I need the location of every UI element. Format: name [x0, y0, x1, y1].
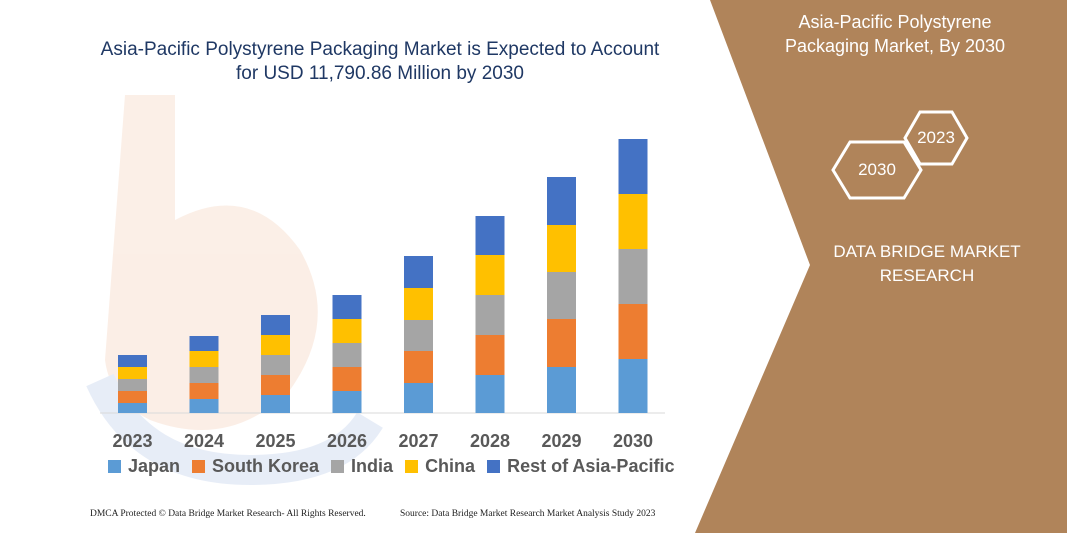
- bar-2028-south-korea: [475, 335, 505, 375]
- x-tick-label-2028: 2028: [470, 431, 510, 451]
- bar-2024-japan: [189, 399, 219, 413]
- hex-label-start: 2023: [917, 128, 955, 147]
- bar-2025-south-korea: [261, 375, 290, 395]
- chart-title: Asia-Pacific Polystyrene Packaging Marke…: [60, 38, 700, 86]
- bar-2028-china: [475, 255, 505, 295]
- bar-2025-japan: [261, 395, 290, 413]
- bar-2023-japan: [118, 403, 147, 413]
- legend-label-china: China: [425, 456, 476, 476]
- watermark-logo: [86, 95, 383, 486]
- legend-item-rest-of-asia-pacific: Rest of Asia-Pacific: [487, 456, 674, 477]
- bar-2024-india: [189, 367, 219, 383]
- x-tick-labels: 2023 2024 2025 2026 2027 2028 2029 2030: [112, 431, 653, 451]
- bar-2026-india: [332, 343, 362, 367]
- side-panel-title-line2: Packaging Market, By 2030: [784, 36, 1006, 56]
- bar-2024-china: [189, 351, 219, 367]
- footer-copyright: DMCA Protected © Data Bridge Market Rese…: [90, 509, 366, 519]
- side-panel-title-line1: Asia-Pacific Polystyrene: [798, 12, 992, 32]
- legend-label-rest-of-asia-pacific: Rest of Asia-Pacific: [507, 456, 675, 476]
- x-tick-label-2029: 2029: [541, 431, 581, 451]
- chart-legend: Japan South Korea India China Rest of Asia-P…: [108, 456, 686, 477]
- bar-2027-india: [404, 320, 433, 351]
- legend-swatch-south-korea: [192, 460, 206, 473]
- bar-2030-rest-of-asia-pacific: [618, 139, 648, 194]
- legend-swatch-rest-of-asia-pacific: [487, 460, 501, 473]
- bar-2030-china: [618, 194, 648, 249]
- bar-2023-south-korea: [118, 391, 147, 403]
- bar-2024-south-korea: [189, 383, 219, 399]
- x-tick-label-2023: 2023: [112, 431, 152, 451]
- legend-item-japan: Japan: [108, 456, 180, 477]
- bar-2024-rest-of-asia-pacific: [189, 336, 219, 351]
- x-tick-label-2030: 2030: [613, 431, 653, 451]
- side-panel-bg: [695, 0, 1067, 533]
- chart-title-line2: for USD 11,790.86 Million by 2030: [236, 63, 524, 84]
- hexagon-2030: [831, 140, 923, 200]
- bar-2028-india: [475, 295, 505, 335]
- bar-2029-japan: [547, 367, 576, 413]
- legend-item-south-korea: South Korea: [192, 456, 319, 477]
- bar-2029-india: [547, 272, 576, 319]
- bar-2029-rest-of-asia-pacific: [547, 177, 576, 225]
- bar-2030-japan: [618, 359, 648, 413]
- bar-2025-china: [261, 335, 290, 355]
- bar-2028-rest-of-asia-pacific: [475, 216, 505, 255]
- bar-2025-india: [261, 355, 290, 375]
- legend-label-india: India: [351, 456, 394, 476]
- side-panel-title: Asia-Pacific Polystyrene Packaging Marke…: [745, 10, 1045, 58]
- brand-line2: RESEARCH: [879, 266, 975, 285]
- legend-swatch-china: [405, 460, 419, 473]
- bar-2027-japan: [404, 383, 433, 413]
- hexagon-2023: [903, 110, 969, 166]
- x-tick-label-2026: 2026: [327, 431, 367, 451]
- bar-2027-rest-of-asia-pacific: [404, 256, 433, 288]
- bar-2027-south-korea: [404, 351, 433, 383]
- bar-2026-south-korea: [332, 367, 362, 391]
- bar-2030-india: [618, 249, 648, 304]
- hex-label-end: 2030: [858, 160, 896, 179]
- chart-title-line1: Asia-Pacific Polystyrene Packaging Marke…: [100, 39, 660, 60]
- bars-group: [118, 139, 648, 413]
- brand-line1: DATA BRIDGE MARKET: [833, 242, 1021, 261]
- bar-2026-japan: [332, 391, 362, 413]
- footer-source: Source: Data Bridge Market Research Mark…: [400, 509, 656, 519]
- bar-2027-china: [404, 288, 433, 320]
- bar-2028-japan: [475, 375, 505, 413]
- bar-2023-india: [118, 379, 147, 391]
- legend-item-india: India: [331, 456, 393, 477]
- brand-name: DATA BRIDGE MARKET RESEARCH: [812, 240, 1042, 288]
- x-tick-label-2025: 2025: [255, 431, 295, 451]
- bar-2029-south-korea: [547, 319, 576, 367]
- legend-swatch-japan: [108, 460, 121, 473]
- x-tick-label-2027: 2027: [398, 431, 438, 451]
- bar-2026-china: [332, 319, 362, 343]
- bar-2026-rest-of-asia-pacific: [332, 295, 362, 319]
- bar-2029-china: [547, 225, 576, 272]
- bar-2030-south-korea: [618, 304, 648, 359]
- legend-label-south-korea: South Korea: [212, 456, 320, 476]
- x-tick-label-2024: 2024: [184, 431, 224, 451]
- bar-2023-rest-of-asia-pacific: [118, 355, 147, 367]
- bar-2023-china: [118, 367, 147, 379]
- bar-2025-rest-of-asia-pacific: [261, 315, 290, 335]
- legend-item-china: China: [405, 456, 475, 477]
- legend-label-japan: Japan: [128, 456, 181, 476]
- legend-swatch-india: [331, 460, 345, 473]
